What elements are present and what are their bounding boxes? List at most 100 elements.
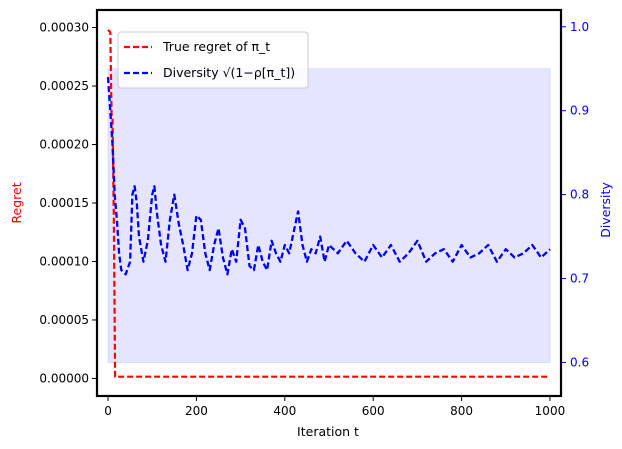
data-point [244,227,246,229]
x-tick-label: 800 [450,404,473,418]
right-tick-label: 0.6 [570,355,589,369]
data-point [381,257,383,259]
data-point [399,261,401,263]
data-point [240,219,242,221]
data-point [160,244,162,246]
data-point [113,214,115,216]
data-point [408,253,410,255]
diversity-band [107,68,551,363]
x-tick-label: 400 [273,404,296,418]
data-point [293,232,295,234]
data-point [337,253,339,255]
legend-regret-label: True regret of π_t [162,39,270,54]
x-tick-label: 1000 [535,404,566,418]
data-point [372,244,374,246]
data-point [253,269,255,271]
data-point [505,248,507,250]
data-point [218,227,220,229]
data-point [178,223,180,225]
data-point [114,376,116,378]
left-tick-label: 0.00030 [39,21,89,35]
data-point [302,244,304,246]
data-point [425,261,427,263]
x-axis-ticks: 0 200 400 600 800 1000 [104,396,565,418]
data-point [107,29,109,31]
data-point [165,261,167,263]
data-point [355,253,357,255]
data-point [231,248,233,250]
left-axis-ticks: 0.00000 0.00005 0.00010 0.00015 0.00020 0.000… [39,21,97,385]
data-point [311,248,313,250]
legend-box [117,31,309,89]
data-point [315,253,317,255]
data-point [417,240,419,242]
data-point [136,202,138,204]
data-point [324,261,326,263]
data-point [319,236,321,238]
data-point [156,211,158,213]
data-point [200,219,202,221]
right-tick-label: 1.0 [570,20,589,34]
legend-diversity-label: Diversity √(1−ρ[π_t]) [163,65,295,80]
left-tick-label: 0.00010 [39,254,89,268]
data-point [143,261,145,263]
data-point [227,274,229,276]
right-tick-label: 0.8 [570,188,589,202]
data-point [191,253,193,255]
data-point [496,261,498,263]
data-point [434,253,436,255]
x-tick-label: 200 [185,404,208,418]
data-point [297,211,299,213]
data-point [271,240,273,242]
data-point [390,244,392,246]
data-point [112,144,114,146]
data-point [213,244,215,246]
data-point [549,376,551,378]
data-point [209,269,211,271]
legend: True regret of π_t Diversity √(1−ρ[π_t]) [117,31,309,89]
data-point [169,219,171,221]
data-point [222,257,224,259]
data-point [549,248,551,250]
data-point [306,261,308,263]
data-point [266,269,268,271]
data-point [280,261,282,263]
data-point [110,110,112,112]
data-point [182,244,184,246]
data-point [151,194,153,196]
data-point [487,244,489,246]
data-point [470,257,472,259]
data-point [187,269,189,271]
data-point [174,194,176,196]
data-point [121,269,123,271]
left-tick-label: 0.00020 [39,138,89,152]
data-point [118,253,120,255]
data-point [346,240,348,242]
data-point [364,261,366,263]
left-tick-label: 0.00025 [39,79,89,93]
data-point [132,194,134,196]
x-axis-label: Iteration t [297,424,359,439]
data-point [478,253,480,255]
data-point [107,76,109,78]
data-point [532,244,534,246]
data-point [154,185,156,187]
data-point [134,185,136,187]
left-tick-label: 0.00005 [39,313,89,327]
data-point [452,261,454,263]
data-point [284,244,286,246]
right-tick-label: 0.9 [570,104,589,118]
left-axis-label: Regret [9,182,24,223]
data-point [523,253,525,255]
data-point [110,31,112,33]
data-point [129,261,131,263]
data-point [196,215,198,217]
data-point [514,257,516,259]
data-point [288,253,290,255]
x-tick-label: 0 [104,404,112,418]
right-axis-ticks: 0.6 0.7 0.8 0.9 1.0 [561,20,589,369]
left-tick-label: 0.00000 [39,371,89,385]
data-point [443,248,445,250]
data-point [125,274,127,276]
